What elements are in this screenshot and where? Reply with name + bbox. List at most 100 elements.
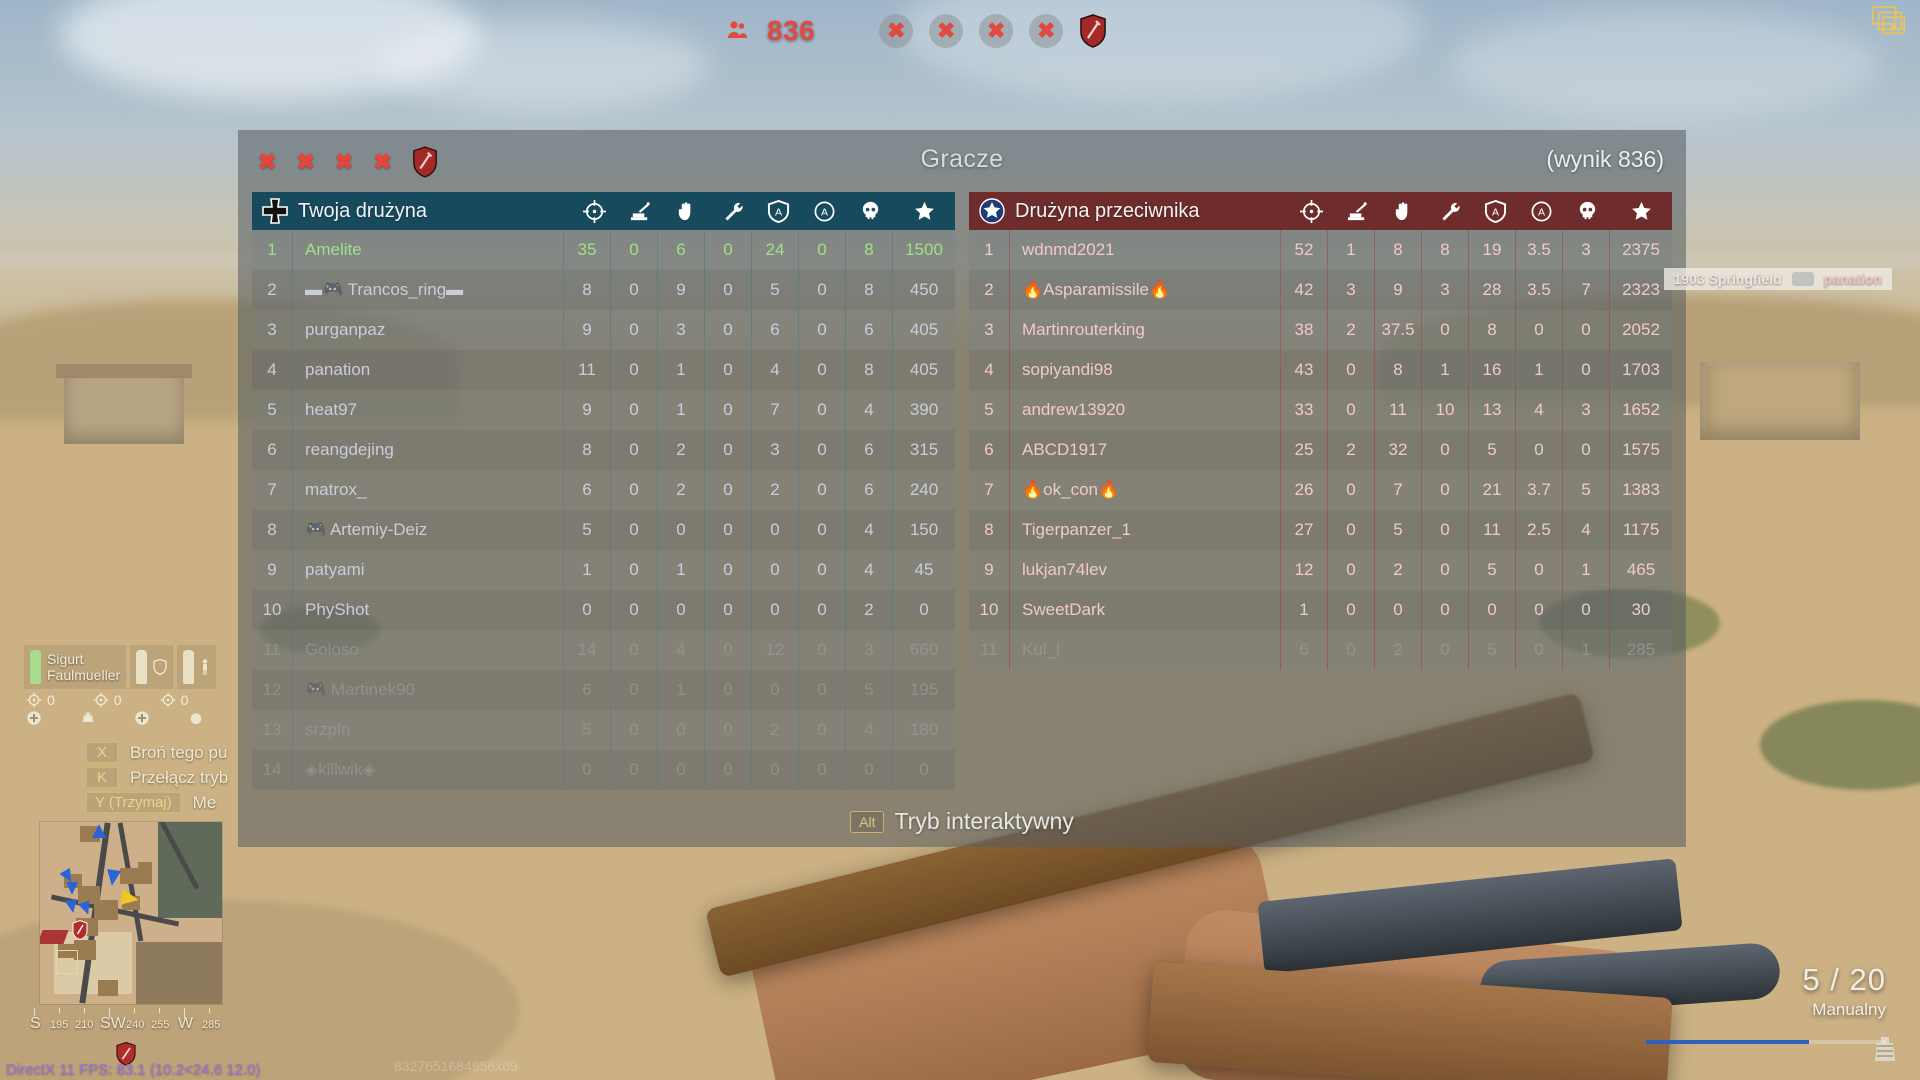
key-badge: K [86, 767, 118, 788]
ally-scoreboard-table: 1 Amelite 35 0 6 0 24 0 8 1500 2 ▬🎮 Trancos_ring▬ 8 0… [252, 230, 955, 790]
player-stat-2: 2 [1374, 630, 1422, 670]
stacked-windows-warning-icon[interactable] [1870, 4, 1908, 36]
player-rank: 2 [969, 270, 1010, 310]
table-row[interactable]: 7 matrox_ 6 0 2 0 2 0 6 240 [252, 470, 955, 510]
ammo-count-3: 0 [160, 692, 188, 708]
building-roof [56, 364, 192, 378]
player-score: 1383 [1622, 480, 1660, 499]
player-stat-0: 42 [1280, 270, 1328, 310]
compass-label: SW [100, 1015, 126, 1032]
player-stat-3: 0 [1421, 590, 1469, 630]
table-row[interactable]: 13 srzpln 5 0 0 0 2 0 4 180 [252, 710, 955, 750]
minimap[interactable] [40, 822, 222, 1004]
player-score: 240 [909, 480, 939, 499]
player-rank: 8 [252, 510, 293, 550]
table-row[interactable]: 6 ABCD1917 25 2 32 0 5 0 0 1575 [969, 430, 1672, 470]
bullet-icon [183, 650, 195, 684]
cross-x-icon: ✖ [937, 18, 956, 43]
shield-icon [153, 659, 167, 675]
player-stat-4: 16 [1468, 350, 1516, 390]
player-score: 285 [1626, 640, 1656, 659]
table-row[interactable]: 11 Goloso 14 0 4 0 12 0 3 660 [252, 630, 955, 670]
table-row[interactable]: 9 patyami 1 0 1 0 0 0 4 45 [252, 550, 955, 590]
crosshair-icon [571, 199, 617, 223]
keybind-hint: K Przełącz tryb [86, 767, 264, 788]
table-row[interactable]: 4 sopiyandi98 43 0 8 1 16 1 0 1703 [969, 350, 1672, 390]
player-stat-2: 8 [1374, 230, 1422, 270]
player-stat-4: 28 [1468, 270, 1516, 310]
player-name: 🔥Asparamissile🔥 [1009, 270, 1281, 310]
player-stat-6: 0 [1562, 350, 1610, 390]
player-name: matrox_ [292, 470, 564, 510]
player-score: 30 [1631, 600, 1651, 619]
player-stat-4: 24 [751, 230, 799, 270]
table-row[interactable]: 4 panation 11 0 1 0 4 0 8 405 [252, 350, 955, 390]
player-stat-2: 5 [1374, 510, 1422, 550]
friendly-marker [64, 899, 80, 914]
star-score-icon [1610, 200, 1672, 223]
player-stat-5: 0 [1515, 630, 1563, 670]
player-stat-1: 0 [610, 310, 658, 350]
soldier-slot-active[interactable]: Sigurt Faulmueller [24, 645, 127, 689]
table-row[interactable]: 8 🎮 Artemiy-Deiz 5 0 0 0 0 0 4 150 [252, 510, 955, 550]
interactive-mode-label: Tryb interaktywny [894, 808, 1074, 834]
table-row[interactable]: 3 purganpaz 9 0 3 0 6 0 6 405 [252, 310, 955, 350]
player-score: 1500 [905, 240, 943, 259]
player-stat-5: 0 [798, 470, 846, 510]
player-stat-4: 11 [1468, 510, 1516, 550]
shrub [1760, 700, 1920, 790]
player-stat-4: 0 [751, 670, 799, 710]
player-rank: 7 [969, 470, 1010, 510]
soldier-slot-3[interactable] [177, 645, 217, 689]
table-row[interactable]: 2 🔥Asparamissile🔥 42 3 9 3 28 3.5 7 2323 [969, 270, 1672, 310]
table-row[interactable]: 10 PhyShot 0 0 0 0 0 0 2 0 [252, 590, 955, 630]
table-row[interactable]: 2 ▬🎮 Trancos_ring▬ 8 0 9 0 5 0 8 450 [252, 270, 955, 310]
player-stat-0: 1 [1280, 590, 1328, 630]
table-row[interactable]: 1 wdnmd2021 52 1 8 8 19 3.5 3 2375 [969, 230, 1672, 270]
table-row[interactable]: 9 lukjan74lev 12 0 2 0 5 0 1 465 [969, 550, 1672, 590]
player-stat-2: 2 [657, 430, 705, 470]
player-stat-5: 0 [798, 590, 846, 630]
player-stat-3: 0 [704, 470, 752, 510]
player-rank: 14 [252, 750, 293, 790]
player-score: 2375 [1622, 240, 1660, 259]
svg-text:A: A [774, 206, 781, 218]
table-row[interactable]: 10 SweetDark 1 0 0 0 0 0 0 30 [969, 590, 1672, 630]
table-row[interactable]: 3 Martinrouterking 38 2 37.5 0 8 0 0 2052 [969, 310, 1672, 350]
player-stat-6: 4 [845, 510, 893, 550]
table-row[interactable]: 14 ◈killwik◈ 0 0 0 0 0 0 0 0 [252, 750, 955, 790]
player-stat-1: 3 [1327, 270, 1375, 310]
key-action-label: Przełącz tryb [130, 767, 229, 787]
table-row[interactable]: 12 🎮 Martinek90 6 0 1 0 0 0 5 195 [252, 670, 955, 710]
ammo-counter: 5 / 20 [1802, 962, 1886, 997]
ally-team-header: Twoja drużyna A [252, 192, 955, 230]
player-stat-2: 0 [1374, 590, 1422, 630]
table-row[interactable]: 5 andrew13920 33 0 11 10 13 4 3 1652 [969, 390, 1672, 430]
player-stat-3: 0 [704, 670, 752, 710]
table-row[interactable]: 6 reangdejing 8 0 2 0 3 0 6 315 [252, 430, 955, 470]
player-stat-1: 0 [610, 670, 658, 710]
player-stat-6: 2 [845, 590, 893, 630]
enemy-column-icons: A A [1288, 199, 1672, 223]
player-score: 45 [914, 560, 934, 579]
status-bar [1646, 1040, 1886, 1044]
player-stat-2: 0 [657, 510, 705, 550]
player-score: 390 [909, 400, 939, 419]
player-score: 180 [909, 720, 939, 739]
soldier-slot-2[interactable] [130, 645, 174, 689]
player-stat-2: 1 [657, 390, 705, 430]
table-row[interactable]: 5 heat97 9 0 1 0 7 0 4 390 [252, 390, 955, 430]
table-row[interactable]: 1 Amelite 35 0 6 0 24 0 8 1500 [252, 230, 955, 270]
table-row[interactable]: 8 Tigerpanzer_1 27 0 5 0 11 2.5 4 1175 [969, 510, 1672, 550]
mine-icon [190, 713, 202, 724]
table-row[interactable]: 11 Kul_l 6 0 2 0 5 0 1 285 [969, 630, 1672, 670]
player-stat-0: 0 [563, 590, 611, 630]
player-stat-1: 0 [610, 550, 658, 590]
table-row[interactable]: 7 🔥ok_con🔥 26 0 7 0 21 3.7 5 1383 [969, 470, 1672, 510]
player-score: 1652 [1622, 400, 1660, 419]
wrench-repair-icon [1426, 200, 1472, 223]
player-stat-0: 6 [1280, 630, 1328, 670]
player-name: ◈killwik◈ [292, 750, 564, 790]
ammo-hud: 5 / 20 Manualny [1802, 962, 1886, 1020]
cross-x-icon: ✖ [373, 149, 392, 174]
